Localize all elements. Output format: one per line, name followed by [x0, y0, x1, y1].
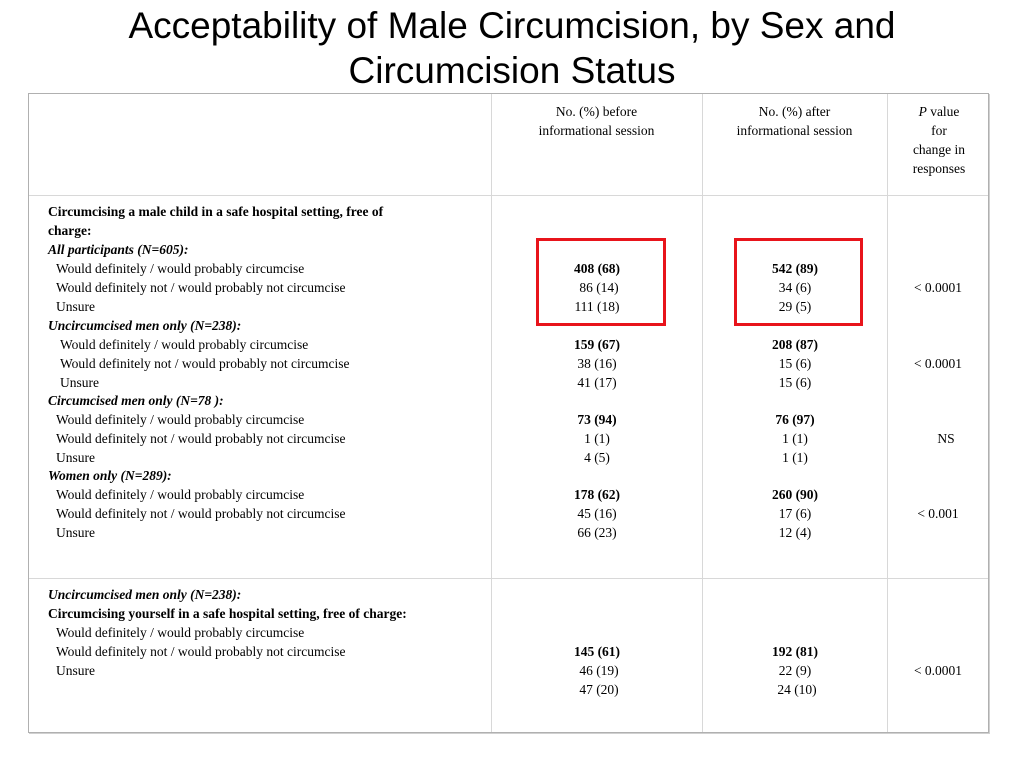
value-after: 17 (6): [778, 506, 812, 521]
row-label: Would definitely not / would probably no…: [56, 644, 346, 659]
p-value: < 0.0001: [913, 356, 963, 371]
value-after: 24 (10): [777, 682, 817, 697]
row-label: Would definitely not / would probably no…: [56, 506, 346, 521]
row-label: Unsure: [56, 450, 95, 465]
title-line-2: Circumcision Status: [348, 50, 676, 91]
value-before: 38 (16): [577, 356, 617, 371]
value-after: 15 (6): [778, 375, 812, 390]
value-after: 260 (90): [771, 487, 819, 502]
group-label: Circumcised men only (N=78 ):: [48, 393, 224, 408]
group-label: Uncircumcised men only (N=238):: [48, 587, 242, 602]
column-divider: [491, 94, 492, 732]
section-heading: Circumcising yourself in a safe hospital…: [48, 606, 407, 621]
value-before: 47 (20): [579, 682, 619, 697]
column-divider: [702, 94, 703, 732]
value-before: 159 (67): [573, 337, 621, 352]
group-label: All participants (N=605):: [48, 242, 189, 257]
value-after: 12 (4): [778, 525, 812, 540]
value-after: 29 (5): [778, 299, 812, 314]
group-label: Women only (N=289):: [48, 468, 172, 483]
row-label: Would definitely not / would probably no…: [56, 280, 346, 295]
p-value: < 0.001: [917, 506, 959, 521]
row-label: Would definitely / would probably circum…: [60, 337, 309, 352]
value-after: 15 (6): [778, 356, 812, 371]
p-value: < 0.0001: [913, 280, 963, 295]
row-label: Unsure: [56, 525, 95, 540]
value-before: 4 (5): [584, 450, 610, 465]
value-after: 76 (97): [775, 412, 815, 427]
value-after: 22 (9): [778, 663, 812, 678]
header-after: No. (%) after informational session: [736, 104, 853, 138]
row-label: Would definitely / would probably circum…: [56, 625, 305, 640]
value-after: 542 (89): [771, 261, 819, 276]
row-label: Would definitely / would probably circum…: [56, 487, 305, 502]
value-before: 46 (19): [579, 663, 619, 678]
highlight-box-after: [734, 238, 863, 326]
value-before: 111 (18): [574, 299, 620, 314]
column-divider: [887, 94, 888, 732]
p-value: NS: [937, 431, 955, 446]
row-label: Would definitely / would probably circum…: [56, 412, 305, 427]
value-after: 1 (1): [782, 450, 808, 465]
section-heading: charge:: [48, 223, 92, 238]
row-label: Unsure: [56, 663, 95, 678]
value-before: 45 (16): [577, 506, 617, 521]
row-label: Unsure: [60, 375, 99, 390]
row-label: Unsure: [56, 299, 95, 314]
row-divider: [29, 578, 988, 579]
value-after: 34 (6): [778, 280, 812, 295]
group-label: Uncircumcised men only (N=238):: [48, 318, 242, 333]
section-heading: Circumcising a male child in a safe hosp…: [48, 204, 384, 219]
row-label: Would definitely / would probably circum…: [56, 261, 305, 276]
row-divider: [29, 195, 988, 196]
header-before: No. (%) before informational session: [538, 104, 655, 138]
highlight-box-before: [536, 238, 666, 326]
title-line-1: Acceptability of Male Circumcision, by S…: [128, 5, 896, 46]
p-value: < 0.0001: [913, 663, 963, 678]
value-before: 73 (94): [577, 412, 617, 427]
value-before: 66 (23): [577, 525, 617, 540]
slide-title: Acceptability of Male Circumcision, by S…: [0, 3, 1024, 93]
results-table: No. (%) before informational session No.…: [28, 93, 989, 733]
header-p-value: P value for change in responses: [912, 104, 966, 176]
value-after: 192 (81): [771, 644, 819, 659]
value-before: 408 (68): [573, 261, 621, 276]
row-label: Would definitely not / would probably no…: [60, 356, 350, 371]
value-before: 178 (62): [573, 487, 621, 502]
value-after: 208 (87): [771, 337, 819, 352]
row-label: Would definitely not / would probably no…: [56, 431, 346, 446]
value-before: 1 (1): [584, 431, 610, 446]
value-before: 41 (17): [577, 375, 617, 390]
value-after: 1 (1): [782, 431, 808, 446]
value-before: 86 (14): [579, 280, 619, 295]
value-before: 145 (61): [573, 644, 621, 659]
